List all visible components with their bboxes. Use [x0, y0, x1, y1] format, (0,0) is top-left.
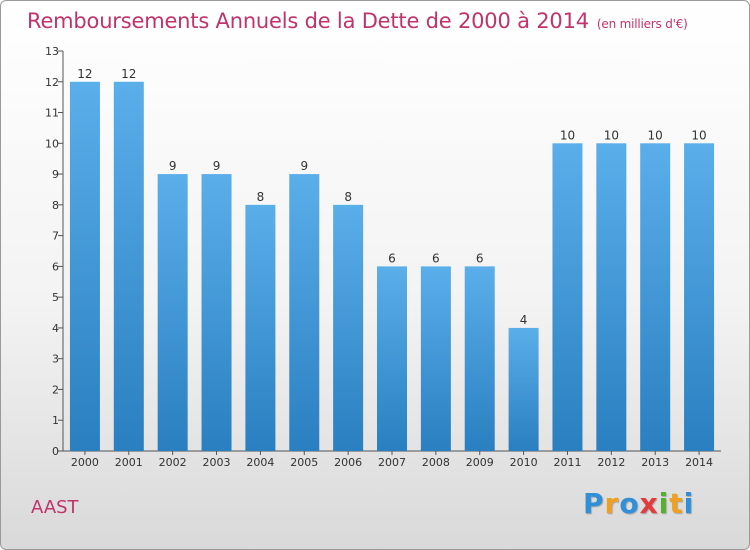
proxiti-logo[interactable]: Proxiti [583, 487, 694, 520]
data-label: 4 [520, 313, 528, 327]
x-tick-label: 2005 [290, 456, 318, 469]
x-tick-label: 2013 [641, 456, 669, 469]
x-tick-label: 2002 [159, 456, 187, 469]
logo-letter: P [583, 487, 605, 520]
y-tick-label: 4 [52, 322, 59, 335]
chart-unit-note: (en milliers d'€) [596, 17, 688, 31]
chart-title: Remboursements Annuels de la Dette de 20… [27, 9, 688, 33]
commune-name: AAST [31, 497, 79, 518]
y-tick-label: 0 [52, 445, 59, 458]
x-tick-label: 2014 [685, 456, 713, 469]
data-label: 8 [344, 190, 352, 204]
logo-letter: r [604, 487, 620, 520]
bar [596, 143, 627, 452]
y-tick-label: 12 [45, 76, 59, 89]
y-tick-label: 7 [52, 230, 59, 243]
x-tick-label: 2009 [466, 456, 494, 469]
y-tick-label: 2 [52, 383, 59, 396]
x-tick-label: 2004 [246, 456, 274, 469]
bar [377, 266, 407, 451]
x-tick-label: 2008 [422, 456, 450, 469]
data-label: 6 [432, 251, 440, 265]
logo-letter: x [639, 487, 659, 520]
data-label: 10 [648, 128, 663, 142]
bar [289, 174, 320, 452]
y-tick-label: 6 [52, 260, 59, 273]
y-tick-label: 10 [45, 137, 59, 150]
data-label: 8 [257, 190, 265, 204]
data-label: 10 [560, 128, 575, 142]
bar [508, 327, 539, 451]
y-tick-label: 5 [52, 291, 59, 304]
x-tick-label: 2000 [71, 456, 99, 469]
data-label: 12 [77, 67, 92, 81]
data-label: 10 [604, 128, 619, 142]
x-tick-label: 2001 [115, 456, 143, 469]
bar [157, 174, 188, 452]
bar [245, 204, 276, 451]
x-tick-label: 2003 [203, 456, 231, 469]
chart-title-text: Remboursements Annuels de la Dette de 20… [27, 9, 589, 33]
y-tick-label: 1 [52, 414, 59, 427]
y-tick-label: 11 [45, 107, 59, 120]
data-label: 9 [213, 159, 221, 173]
logo-letter: i [658, 487, 670, 520]
bar [552, 143, 583, 452]
y-tick-label: 9 [52, 168, 59, 181]
y-tick-label: 3 [52, 353, 59, 366]
logo-letter: i [683, 487, 695, 520]
bar [201, 174, 232, 452]
bar [69, 81, 100, 452]
bar [113, 81, 144, 452]
y-tick-label: 8 [52, 199, 59, 212]
data-label: 9 [300, 159, 308, 173]
bar [684, 143, 715, 452]
data-label: 6 [388, 251, 396, 265]
logo-letter: t [669, 487, 684, 520]
x-tick-label: 2012 [597, 456, 625, 469]
bar [333, 204, 364, 451]
x-tick-label: 2011 [553, 456, 581, 469]
data-label: 10 [691, 128, 706, 142]
x-tick-label: 2010 [510, 456, 538, 469]
x-tick-label: 2007 [378, 456, 406, 469]
bar [640, 143, 671, 452]
data-label: 9 [169, 159, 177, 173]
bar [420, 266, 451, 451]
data-label: 12 [121, 67, 136, 81]
logo-letter: o [619, 487, 640, 520]
bar [464, 266, 495, 451]
x-tick-label: 2006 [334, 456, 362, 469]
y-tick-label: 13 [45, 45, 59, 58]
data-label: 6 [476, 251, 484, 265]
